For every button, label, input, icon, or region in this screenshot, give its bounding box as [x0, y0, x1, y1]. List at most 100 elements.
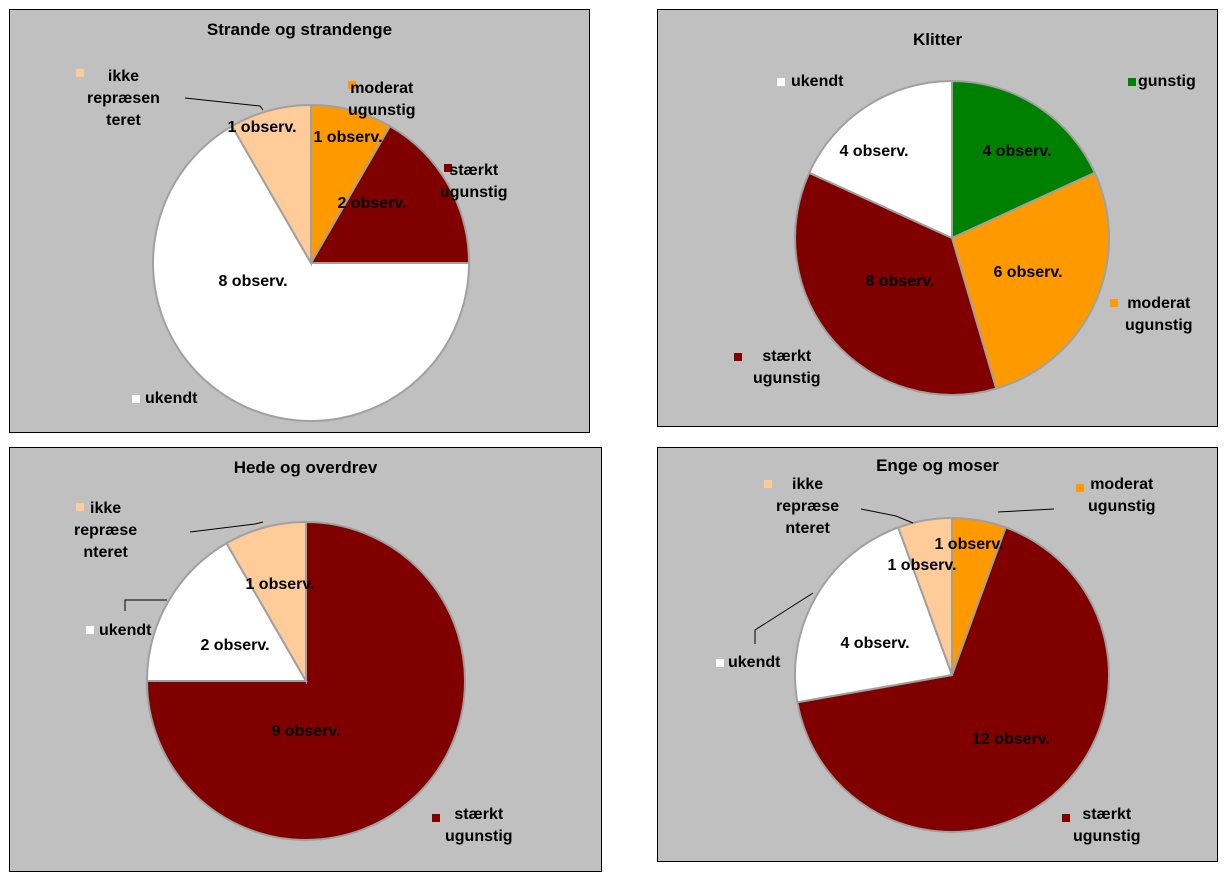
- pie-slice-staerkt: [309, 124, 471, 264]
- slice-value-label: 9 observ.: [271, 723, 340, 740]
- legend-line: ukendt: [791, 73, 844, 90]
- pie-slice-ukendt: [152, 124, 471, 423]
- pie-slice-moderat: [950, 171, 1110, 390]
- legend-swatch: [132, 395, 140, 403]
- legend-label-ukendt: ukendt: [728, 652, 780, 674]
- legend-swatch: [1110, 299, 1118, 307]
- leader-line: [754, 592, 814, 644]
- legend-label-ukendt: ukendt: [145, 388, 197, 410]
- leader-line: [860, 508, 914, 524]
- legend-swatch: [777, 78, 785, 86]
- legend-line: ugunstig: [445, 828, 513, 845]
- pie-svg: 1 observ. 12 observ. 4 observ. 1 observ.: [754, 508, 1110, 834]
- legend-swatch: [86, 626, 94, 634]
- legend-line: ugunstig: [753, 370, 821, 387]
- pie-slice-staerkt: [794, 171, 998, 396]
- pie-slice-ikke: [225, 520, 307, 685]
- legend-line: stærkt: [454, 806, 504, 823]
- legend-line: stærkt: [1082, 806, 1132, 823]
- slice-value-label: 4 observ.: [840, 635, 909, 652]
- legend-swatch: [1076, 484, 1084, 492]
- slice-value-label: 8 observ.: [865, 273, 934, 290]
- slice-value-label: 2 observ.: [200, 637, 269, 654]
- legend-line: stærkt: [762, 348, 812, 365]
- legend-line: moderat: [1127, 295, 1191, 312]
- legend-swatch: [76, 69, 84, 77]
- legend-swatch: [76, 503, 84, 511]
- legend-line: nteret: [83, 544, 128, 561]
- legend-label-staerkt: stærkt ugunstig: [1073, 804, 1141, 848]
- legend-swatch: [716, 659, 724, 667]
- legend-swatch: [444, 164, 452, 172]
- legend-line: ugunstig: [1073, 828, 1141, 845]
- pie-svg: 1 observ. 2 observ. 8 observ. 1 observ.: [152, 97, 471, 423]
- legend-line: ukendt: [145, 390, 198, 407]
- chart-title: Strande og strandenge: [206, 20, 393, 39]
- legend-line: nteret: [785, 520, 830, 537]
- legend-swatch: [348, 81, 356, 89]
- legend-line: ukendt: [99, 622, 152, 639]
- pie-slice-ikke: [230, 103, 312, 267]
- legend-label-staerkt: stærkt ugunstig: [445, 804, 513, 848]
- chart-title: Enge og moser: [876, 456, 999, 475]
- chart-title: Hede og overdrev: [233, 458, 378, 477]
- legend-line: ugunstig: [1125, 317, 1193, 334]
- legend-line: repræse: [74, 522, 138, 539]
- legend-label-ikke: ikke repræse nteret: [74, 498, 137, 564]
- chart-panel-klitter: Klitter 4 observ. 6 observ. 8 observ. 4 obs…: [657, 9, 1218, 427]
- pie-slice-ikke: [897, 516, 953, 676]
- chart-title: Klitter: [912, 30, 963, 49]
- legend-label-ukendt: ukendt: [99, 620, 151, 642]
- chart-panel-enge: Enge og moser 1 observ. 12 observ. 4 obser…: [657, 447, 1218, 862]
- legend-line: repræse: [776, 498, 840, 515]
- slice-value-label: 1 observ.: [245, 576, 314, 593]
- pie-slice-ukendt: [145, 541, 308, 682]
- pie-slice-ukendt: [807, 79, 953, 240]
- chart-panel-strande: Strande og strandenge 1 observ. 2 observ.…: [9, 9, 590, 433]
- pie-svg: 4 observ. 6 observ. 8 observ. 4 observ.: [794, 79, 1110, 396]
- slice-value-label: 8 observ.: [218, 273, 287, 290]
- legend-swatch: [1062, 814, 1070, 822]
- slice-value-label: 2 observ.: [337, 195, 406, 212]
- legend-label-ukendt: ukendt: [791, 71, 843, 93]
- legend-label-staerkt: stærkt ugunstig: [753, 346, 821, 390]
- legend-line: ugunstig: [440, 184, 508, 201]
- legend-swatch: [1128, 78, 1136, 86]
- legend-line: ugunstig: [1088, 498, 1156, 515]
- slice-value-label: 4 observ.: [982, 143, 1051, 160]
- leader-line: [184, 97, 264, 111]
- leader-line: [189, 521, 264, 533]
- legend-line: moderat: [1090, 476, 1154, 493]
- legend-label-ikke: ikke repræse nteret: [776, 474, 839, 540]
- pie-svg: 9 observ. 2 observ. 1 observ.: [124, 520, 466, 841]
- slice-value-label: 6 observ.: [993, 264, 1062, 281]
- slice-value-label: 1 observ.: [227, 119, 296, 136]
- slice-value-label: 1 observ.: [313, 129, 382, 146]
- slice-value-label: 1 observ.: [934, 536, 1003, 553]
- pie-slice-staerkt: [796, 526, 1110, 834]
- legend-swatch: [734, 353, 742, 361]
- legend-line: gunstig: [1138, 73, 1196, 90]
- leader-line: [997, 508, 1055, 513]
- legend-line: ukendt: [728, 654, 781, 671]
- legend-line: ugunstig: [348, 102, 416, 119]
- pie-slice-ukendt: [794, 526, 954, 704]
- legend-label-moderat: moderat ugunstig: [348, 78, 416, 122]
- pie-slice-gunstig: [951, 79, 1097, 240]
- legend-label-staerkt: stærkt ugunstig: [440, 160, 508, 204]
- legend-label-moderat: moderat ugunstig: [1088, 474, 1156, 518]
- legend-swatch: [764, 480, 772, 488]
- legend-line: stærkt: [449, 162, 499, 179]
- legend-label-gunstig: gunstig: [1138, 71, 1196, 93]
- legend-line: ikke: [90, 500, 122, 517]
- slice-value-label: 12 observ.: [972, 731, 1050, 748]
- legend-line: repræsen: [87, 90, 160, 107]
- chart-panel-hede: Hede og overdrev 9 observ. 2 observ. 1 obs…: [9, 447, 602, 872]
- legend-line: ikke: [107, 68, 140, 85]
- legend-label-moderat: moderat ugunstig: [1125, 293, 1193, 337]
- leader-line: [124, 599, 167, 611]
- legend-line: ikke: [792, 476, 824, 493]
- slice-value-label: 4 observ.: [839, 143, 908, 160]
- slice-value-label: 1 observ.: [887, 557, 956, 574]
